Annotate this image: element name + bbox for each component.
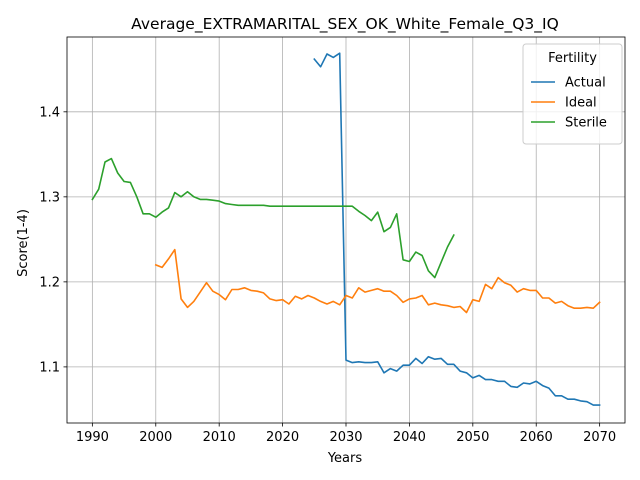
y-axis-label: Score(1-4) <box>16 209 31 277</box>
y-tick-label: 1.1 <box>39 360 60 375</box>
legend-title: Fertility <box>548 51 597 66</box>
series-line-actual <box>313 52 601 406</box>
y-axis: 1.1 1.2 1.3 1.4 <box>39 105 67 375</box>
legend-entries: Actual Ideal Sterile <box>531 76 607 131</box>
x-tick-label: 2030 <box>329 430 362 445</box>
y-tick-label: 1.2 <box>39 275 60 290</box>
series-layer <box>91 52 601 406</box>
x-tick-label: 2060 <box>520 430 553 445</box>
x-tick-label: 2000 <box>139 430 172 445</box>
y-tick-label: 1.3 <box>39 190 60 205</box>
x-tick-label: 2050 <box>456 430 489 445</box>
x-tick-label: 2010 <box>203 430 236 445</box>
x-axis-label: Years <box>327 451 363 466</box>
x-axis: 1990 2000 2010 2020 2030 2040 2050 2060 2070 <box>76 423 616 445</box>
legend-box <box>522 43 623 145</box>
x-tick-label: 2040 <box>393 430 426 445</box>
legend-label-sterile: Sterile <box>565 116 607 131</box>
x-tick-label: 1990 <box>76 430 109 445</box>
series-line-ideal <box>154 248 601 314</box>
x-tick-label: 2070 <box>583 430 616 445</box>
legend-label-actual: Actual <box>565 76 606 91</box>
legend: Fertility Actual Ideal Sterile <box>522 43 623 145</box>
y-tick-label: 1.4 <box>39 105 60 120</box>
x-tick-label: 2020 <box>266 430 299 445</box>
legend-label-ideal: Ideal <box>565 96 597 111</box>
series-line-sterile <box>91 157 455 279</box>
chart-title: Average_EXTRAMARITAL_SEX_OK_White_Female… <box>131 15 559 34</box>
